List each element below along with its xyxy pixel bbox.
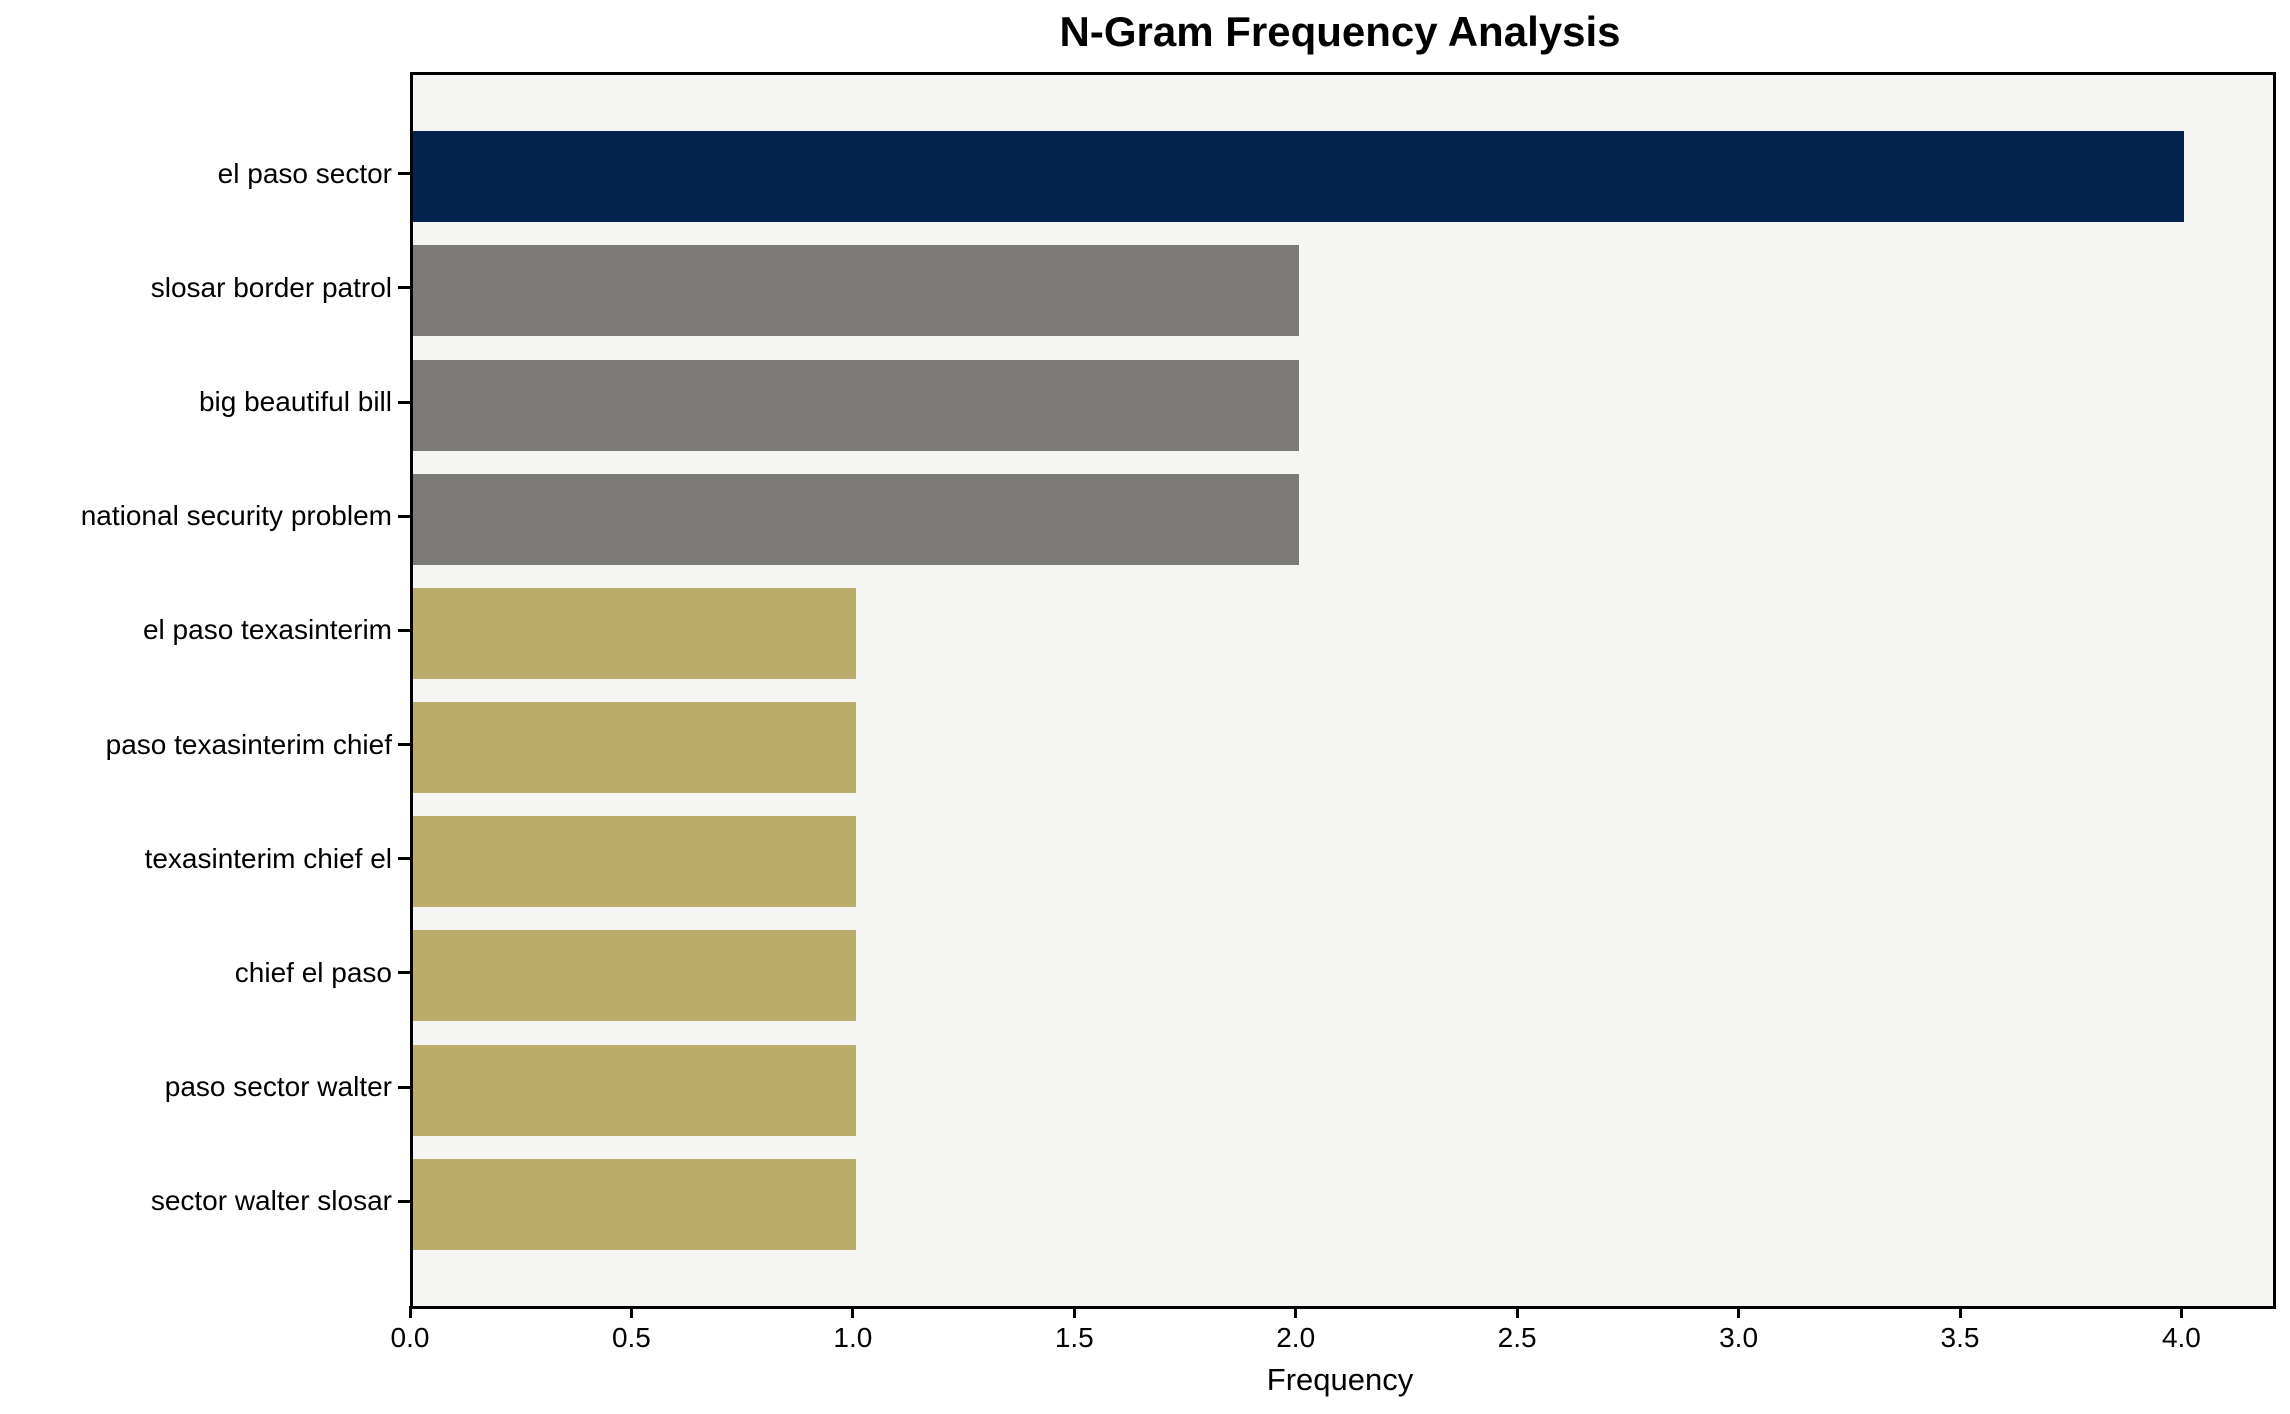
bar-sector-walter-slosar [413, 1158, 856, 1250]
bar-paso-texasinterim-chief [413, 702, 856, 794]
x-tick-label: 4.0 [2161, 1322, 2201, 1353]
x-tick-mark [1515, 1306, 1519, 1318]
y-tick-mark [398, 857, 410, 861]
bar-national-security-problem [413, 473, 1299, 565]
x-tick-label: 3.5 [1940, 1322, 1980, 1353]
y-tick-label: national security problem [80, 500, 392, 532]
y-tick-label: slosar border patrol [150, 271, 392, 303]
x-tick-label: 2.0 [1276, 1322, 1316, 1353]
x-axis-label: Frequency [1266, 1362, 1414, 1397]
x-tick-label: 0.0 [390, 1322, 430, 1353]
y-tick-mark [398, 400, 410, 404]
x-tick-mark [1958, 1306, 1962, 1318]
x-tick-label: 0.5 [611, 1322, 651, 1353]
x-tick-mark [629, 1306, 633, 1318]
y-tick-label: chief el paso [234, 956, 392, 988]
plot-area [410, 72, 2276, 1309]
bar-slosar-border-patrol [413, 245, 1299, 337]
y-tick-mark [398, 743, 410, 747]
bar-big-beautiful-bill [413, 359, 1299, 451]
x-tick-label: 1.0 [833, 1322, 873, 1353]
y-tick-label: el paso texasinterim [142, 614, 392, 646]
x-tick-mark [851, 1306, 855, 1318]
y-tick-label: paso sector walter [164, 1071, 392, 1103]
y-tick-label: big beautiful bill [198, 386, 392, 418]
y-tick-mark [398, 514, 410, 518]
y-tick-mark [398, 172, 410, 176]
x-tick-mark [408, 1306, 412, 1318]
y-tick-label: el paso sector [217, 157, 392, 189]
x-tick-label: 3.0 [1719, 1322, 1759, 1353]
x-tick-mark [1294, 1306, 1298, 1318]
y-tick-mark [398, 628, 410, 632]
y-tick-label: paso texasinterim chief [105, 728, 392, 760]
y-tick-mark [398, 971, 410, 975]
bar-el-paso-sector [413, 131, 2185, 223]
bar-paso-sector-walter [413, 1044, 856, 1136]
y-tick-mark [398, 1085, 410, 1089]
y-tick-mark [398, 286, 410, 290]
x-tick-mark [1737, 1306, 1741, 1318]
bar-el-paso-texasinterim [413, 587, 856, 679]
x-tick-label: 1.5 [1054, 1322, 1094, 1353]
x-tick-mark [2179, 1306, 2183, 1318]
y-tick-mark [398, 1199, 410, 1203]
x-tick-label: 2.5 [1497, 1322, 1537, 1353]
y-tick-label: sector walter slosar [150, 1185, 392, 1217]
chart-title: N-Gram Frequency Analysis [1059, 8, 1621, 55]
y-tick-label: texasinterim chief el [144, 842, 392, 874]
bar-chief-el-paso [413, 930, 856, 1022]
bar-texasinterim-chief-el [413, 816, 856, 908]
x-tick-mark [1072, 1306, 1076, 1318]
